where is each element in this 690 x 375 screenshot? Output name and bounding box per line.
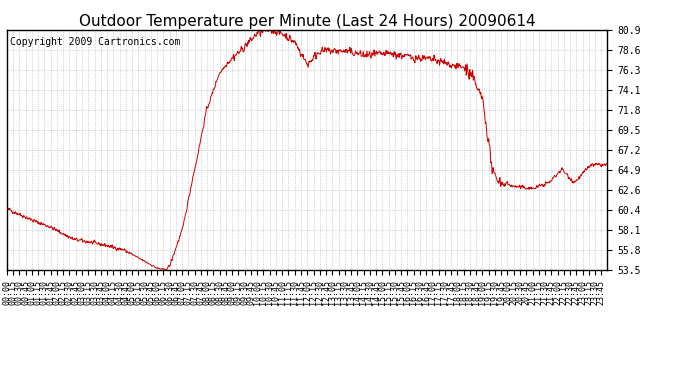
Text: Copyright 2009 Cartronics.com: Copyright 2009 Cartronics.com [10, 37, 180, 47]
Title: Outdoor Temperature per Minute (Last 24 Hours) 20090614: Outdoor Temperature per Minute (Last 24 … [79, 14, 535, 29]
